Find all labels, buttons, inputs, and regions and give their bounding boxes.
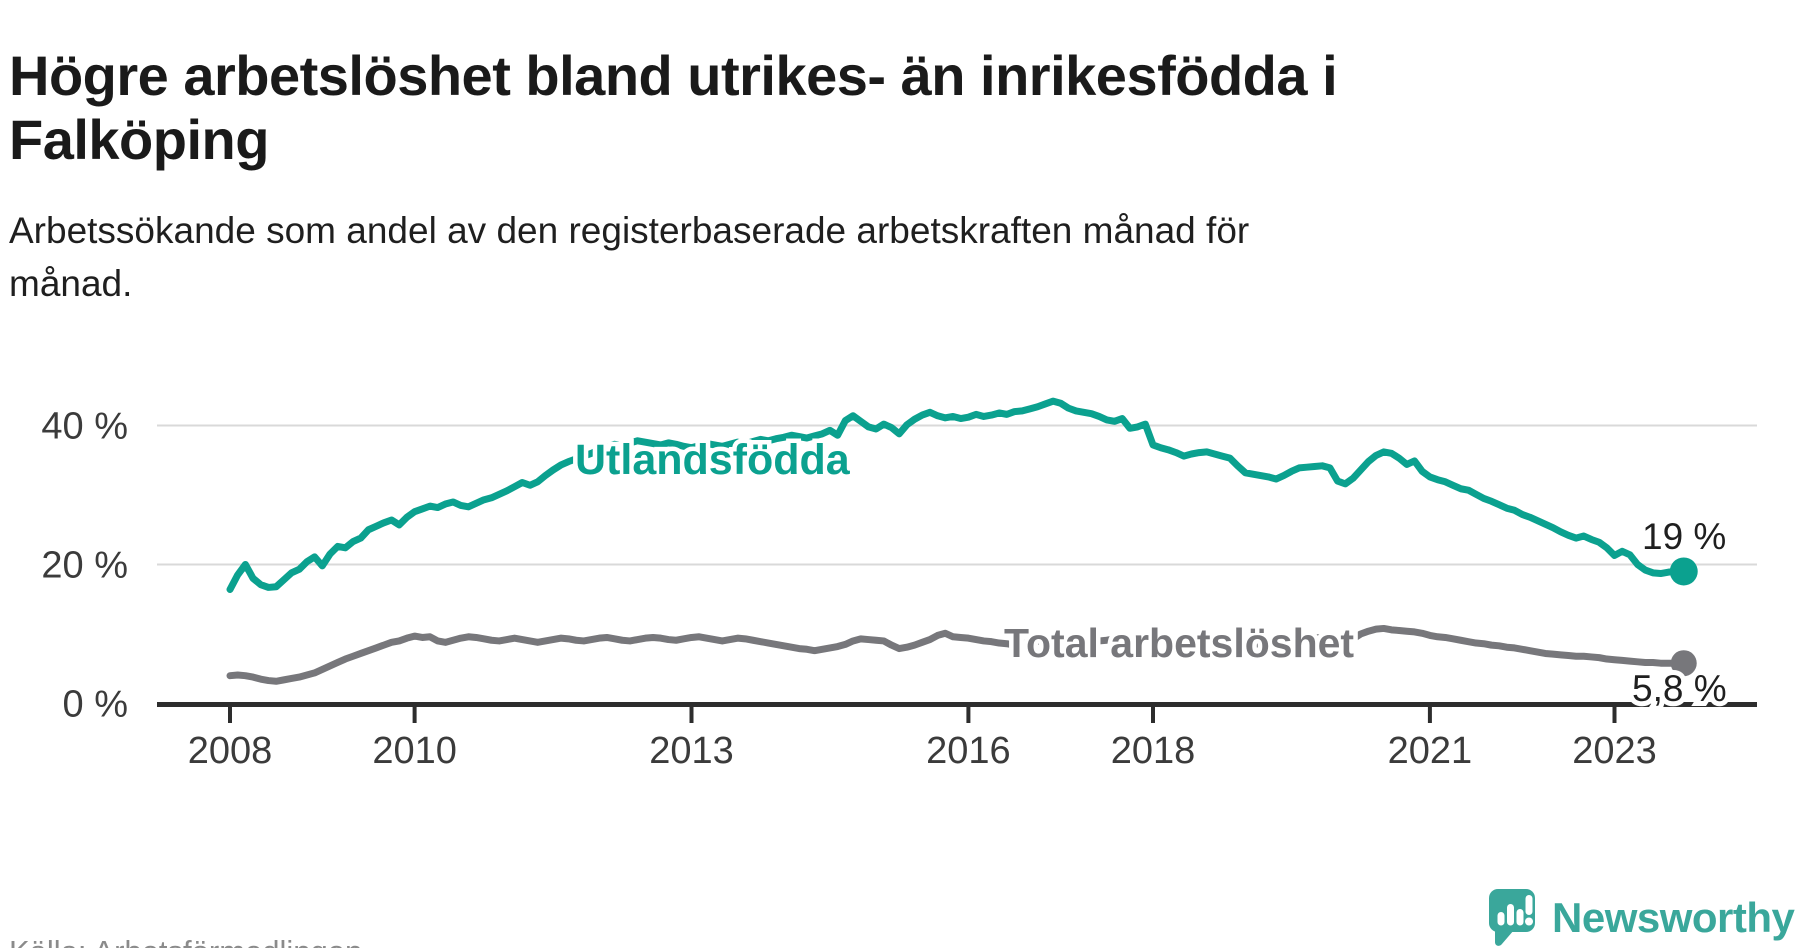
series-end-dot-total-arbetsloshet — [1670, 650, 1697, 677]
brand-name: Newsworthy — [1552, 894, 1796, 941]
logo-exclamation-bar-icon — [1525, 895, 1533, 915]
series-label-total-arbetsloshet: Total arbetslöshet — [1004, 620, 1354, 666]
x-tick-label-2016: 2016 — [926, 730, 1011, 772]
logo-bar-medium-icon — [1516, 909, 1524, 926]
x-tick-label-2018: 2018 — [1111, 730, 1196, 772]
newsworthy-logo: Newsworthy — [1489, 889, 1796, 946]
x-tick-label-2010: 2010 — [372, 730, 457, 772]
source-note: Källa: Arbetsförmedlingen — [9, 934, 362, 948]
series-line-total-arbetsloshet — [226, 624, 1688, 685]
newsworthy-bubble-icon — [1489, 889, 1535, 946]
y-axis-labels: 0 % 20 % 40 % — [41, 406, 128, 726]
page-subtitle: Arbetssökande som andel av den registerb… — [9, 210, 1250, 304]
logo-bar-tall-icon — [1507, 904, 1514, 926]
end-value-label-total-arbetsloshet: 5,8 % — [1632, 668, 1727, 709]
end-value-label-utlandsfodda: 19 % — [1642, 516, 1726, 557]
series-label-utlandsfodda: Utlandsfödda — [575, 436, 851, 484]
x-axis-ticks: 2008 2010 2013 2016 2018 2021 2023 — [188, 707, 1657, 772]
y-tick-label-20: 20 % — [41, 545, 128, 587]
logo-exclamation-dot-icon — [1525, 917, 1533, 926]
logo-bubble-tail — [1495, 924, 1514, 946]
y-tick-label-40: 40 % — [41, 406, 128, 448]
y-tick-label-0: 0 % — [63, 684, 128, 726]
x-tick-label-2013: 2013 — [649, 730, 734, 772]
gridlines — [157, 424, 1757, 566]
series-end-dot-utlandsfodda — [1669, 557, 1698, 586]
page-title: Högre arbetslöshet bland utrikes- än inr… — [9, 43, 1338, 172]
x-tick-label-2023: 2023 — [1572, 730, 1657, 772]
x-tick-label-2021: 2021 — [1388, 730, 1473, 772]
series-line-utlandsfodda — [226, 397, 1688, 594]
logo-bar-small-icon — [1497, 912, 1505, 926]
x-tick-label-2008: 2008 — [188, 730, 273, 772]
